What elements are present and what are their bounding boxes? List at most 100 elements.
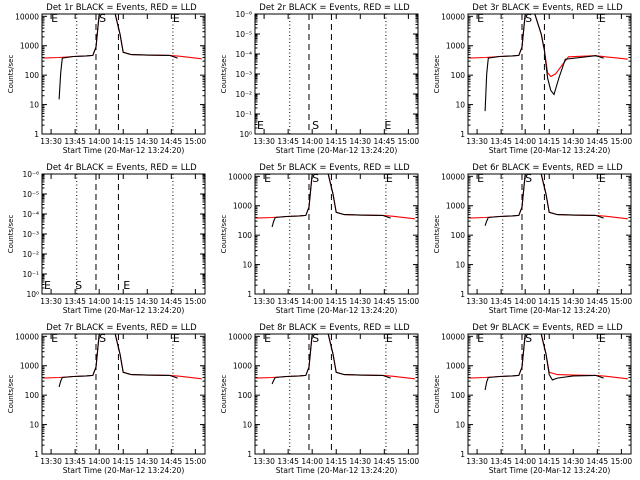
plot-frame: [41, 173, 206, 295]
x-tick-label: 13:30: [253, 297, 275, 306]
y-tick-label: 10000: [441, 12, 465, 21]
x-tick-label: 15:00: [185, 297, 207, 306]
x-tick-label: 13:30: [253, 457, 275, 466]
x-tick-label: 14:15: [325, 457, 347, 466]
y-tick-label: 10⁻⁴: [235, 50, 252, 59]
detector-panel-4: Det 4r BLACK = Events, RED = LLD Start Ti…: [7, 163, 206, 315]
y-tick-label: 10⁻²: [235, 90, 252, 99]
y-tick-label: 1000: [446, 202, 465, 211]
y-tick-label: 10⁻⁶: [235, 10, 252, 19]
events-series-line: [271, 334, 391, 385]
event-marker: E: [123, 279, 130, 292]
y-tick-label: 10⁻⁵: [22, 190, 39, 199]
x-tick-label: 14:15: [325, 137, 347, 146]
detector-panel-8: Det 8r BLACK = Events, RED = LLD Start Ti…: [220, 323, 419, 475]
events-series-line: [484, 334, 604, 391]
event-marker: E: [264, 332, 271, 345]
y-tick-label: 100: [25, 391, 40, 400]
event-marker: S: [312, 172, 319, 185]
x-tick-label: 13:45: [277, 137, 299, 146]
events-series-line: [484, 174, 604, 226]
y-axis-label: Counts/sec: [220, 375, 228, 414]
y-tick-label: 10⁻¹: [22, 270, 39, 279]
x-axis-label: Start Time (20-Mar-12 13:24:20): [489, 306, 611, 315]
x-axis-label: Start Time (20-Mar-12 13:24:20): [63, 466, 185, 475]
y-tick-label: 1000: [446, 42, 465, 51]
event-marker: E: [477, 332, 484, 345]
x-tick-label: 14:00: [514, 457, 536, 466]
event-marker: E: [599, 172, 606, 185]
plot-frame: [254, 333, 419, 455]
y-tick-label: 1: [34, 130, 39, 139]
y-tick-label: 10⁻⁵: [235, 30, 252, 39]
y-tick-label: 10: [455, 101, 465, 110]
panel-title: Det 3r BLACK = Events, RED = LLD: [472, 3, 623, 13]
x-tick-label: 14:30: [349, 137, 371, 146]
x-tick-label: 14:30: [349, 297, 371, 306]
x-axis-label: Start Time (20-Mar-12 13:24:20): [489, 146, 611, 155]
x-tick-label: 14:15: [112, 457, 134, 466]
y-tick-label: 10⁻⁶: [22, 170, 39, 179]
detector-panel-6: Det 6r BLACK = Events, RED = LLD Start Ti…: [433, 163, 632, 315]
event-marker: E: [599, 332, 606, 345]
x-tick-label: 13:30: [466, 297, 488, 306]
event-marker: E: [257, 119, 264, 132]
x-tick-label: 14:00: [514, 137, 536, 146]
x-tick-label: 15:00: [398, 137, 420, 146]
y-axis-label: Counts/sec: [433, 215, 441, 254]
event-marker: E: [51, 332, 58, 345]
x-tick-label: 13:45: [490, 297, 512, 306]
plot-frame: [467, 333, 632, 455]
x-tick-label: 13:45: [277, 457, 299, 466]
detector-panel-5: Det 5r BLACK = Events, RED = LLD Start Ti…: [220, 163, 419, 315]
event-marker: S: [312, 332, 319, 345]
detector-panel-2: Det 2r BLACK = Events, RED = LLD Start Ti…: [220, 3, 419, 155]
event-marker: E: [386, 332, 393, 345]
event-marker: S: [525, 12, 532, 25]
x-tick-label: 13:45: [277, 297, 299, 306]
y-tick-label: 10⁻³: [235, 70, 252, 79]
y-tick-label: 10000: [441, 332, 465, 341]
y-tick-label: 10000: [441, 172, 465, 181]
y-tick-label: 10⁻⁴: [22, 210, 39, 219]
x-tick-label: 14:45: [587, 137, 609, 146]
event-marker: S: [99, 332, 106, 345]
x-tick-label: 14:30: [136, 137, 158, 146]
x-tick-label: 14:30: [136, 457, 158, 466]
x-tick-label: 15:00: [185, 457, 207, 466]
detector-panel-7: Det 7r BLACK = Events, RED = LLD Start Ti…: [7, 323, 206, 475]
x-axis-label: Start Time (20-Mar-12 13:24:20): [276, 146, 398, 155]
x-tick-label: 13:30: [40, 137, 62, 146]
plot-frame: [254, 173, 419, 295]
y-tick-label: 100: [451, 391, 466, 400]
plot-frame: [467, 13, 632, 135]
x-tick-label: 13:45: [490, 457, 512, 466]
x-tick-label: 15:00: [185, 137, 207, 146]
x-tick-label: 14:30: [349, 457, 371, 466]
y-tick-label: 10: [455, 261, 465, 270]
x-tick-label: 14:45: [374, 137, 396, 146]
y-tick-label: 10⁻³: [22, 230, 39, 239]
y-tick-label: 10: [242, 421, 252, 430]
y-tick-label: 10⁰: [26, 290, 39, 299]
detector-panel-1: Det 1r BLACK = Events, RED = LLD Start Ti…: [7, 3, 206, 155]
x-tick-label: 14:45: [374, 297, 396, 306]
y-tick-label: 1000: [20, 362, 39, 371]
plot-frame: [254, 13, 419, 135]
panel-title: Det 6r BLACK = Events, RED = LLD: [472, 163, 623, 173]
y-tick-label: 10: [29, 421, 39, 430]
x-tick-label: 14:00: [88, 457, 110, 466]
x-axis-label: Start Time (20-Mar-12 13:24:20): [276, 466, 398, 475]
y-tick-label: 1000: [233, 202, 252, 211]
x-tick-label: 13:30: [253, 137, 275, 146]
y-tick-label: 10000: [15, 12, 39, 21]
x-tick-label: 13:30: [466, 457, 488, 466]
x-tick-label: 14:15: [538, 137, 560, 146]
event-marker: E: [264, 172, 271, 185]
x-tick-label: 14:15: [112, 137, 134, 146]
plot-frame: [41, 13, 206, 135]
y-tick-label: 10: [29, 101, 39, 110]
event-marker: E: [477, 12, 484, 25]
y-tick-label: 10: [242, 261, 252, 270]
